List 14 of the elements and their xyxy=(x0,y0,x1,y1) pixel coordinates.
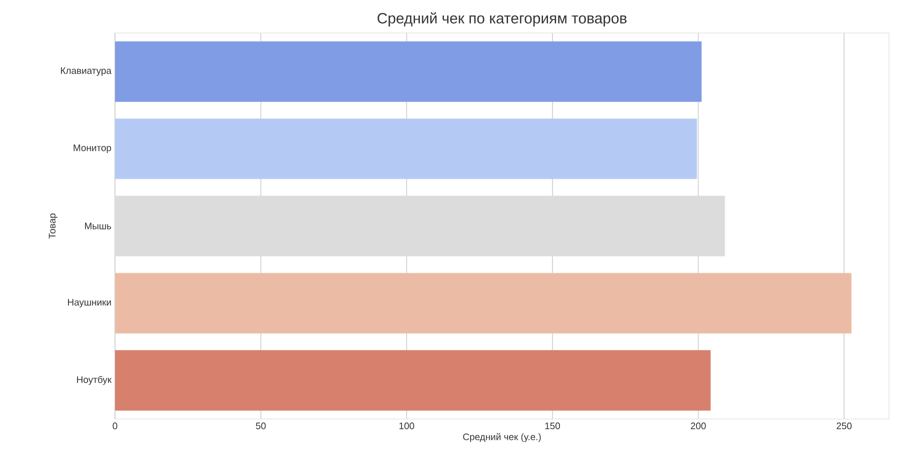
y-tick-label: Клавиатура xyxy=(60,67,112,76)
x-tick-label: 200 xyxy=(690,422,706,430)
x-tick-label: 150 xyxy=(545,422,560,430)
y-tick-label: Монитор xyxy=(74,144,112,154)
chart-title: Средний чек по категориям товаров xyxy=(378,12,627,26)
y-tick-label: Мышь xyxy=(85,222,112,230)
y-tick-label: Ноутбук xyxy=(77,376,112,385)
y-tick-label: Наушники xyxy=(68,298,111,308)
y-axis-title: Товар xyxy=(48,214,58,239)
x-tick-label: 100 xyxy=(399,422,414,430)
x-tick-label: 50 xyxy=(256,422,266,430)
x-tick-label: 0 xyxy=(112,422,118,430)
x-axis-title: Средний чек (у.е.) xyxy=(463,433,541,442)
x-tick-label: 250 xyxy=(836,422,852,430)
